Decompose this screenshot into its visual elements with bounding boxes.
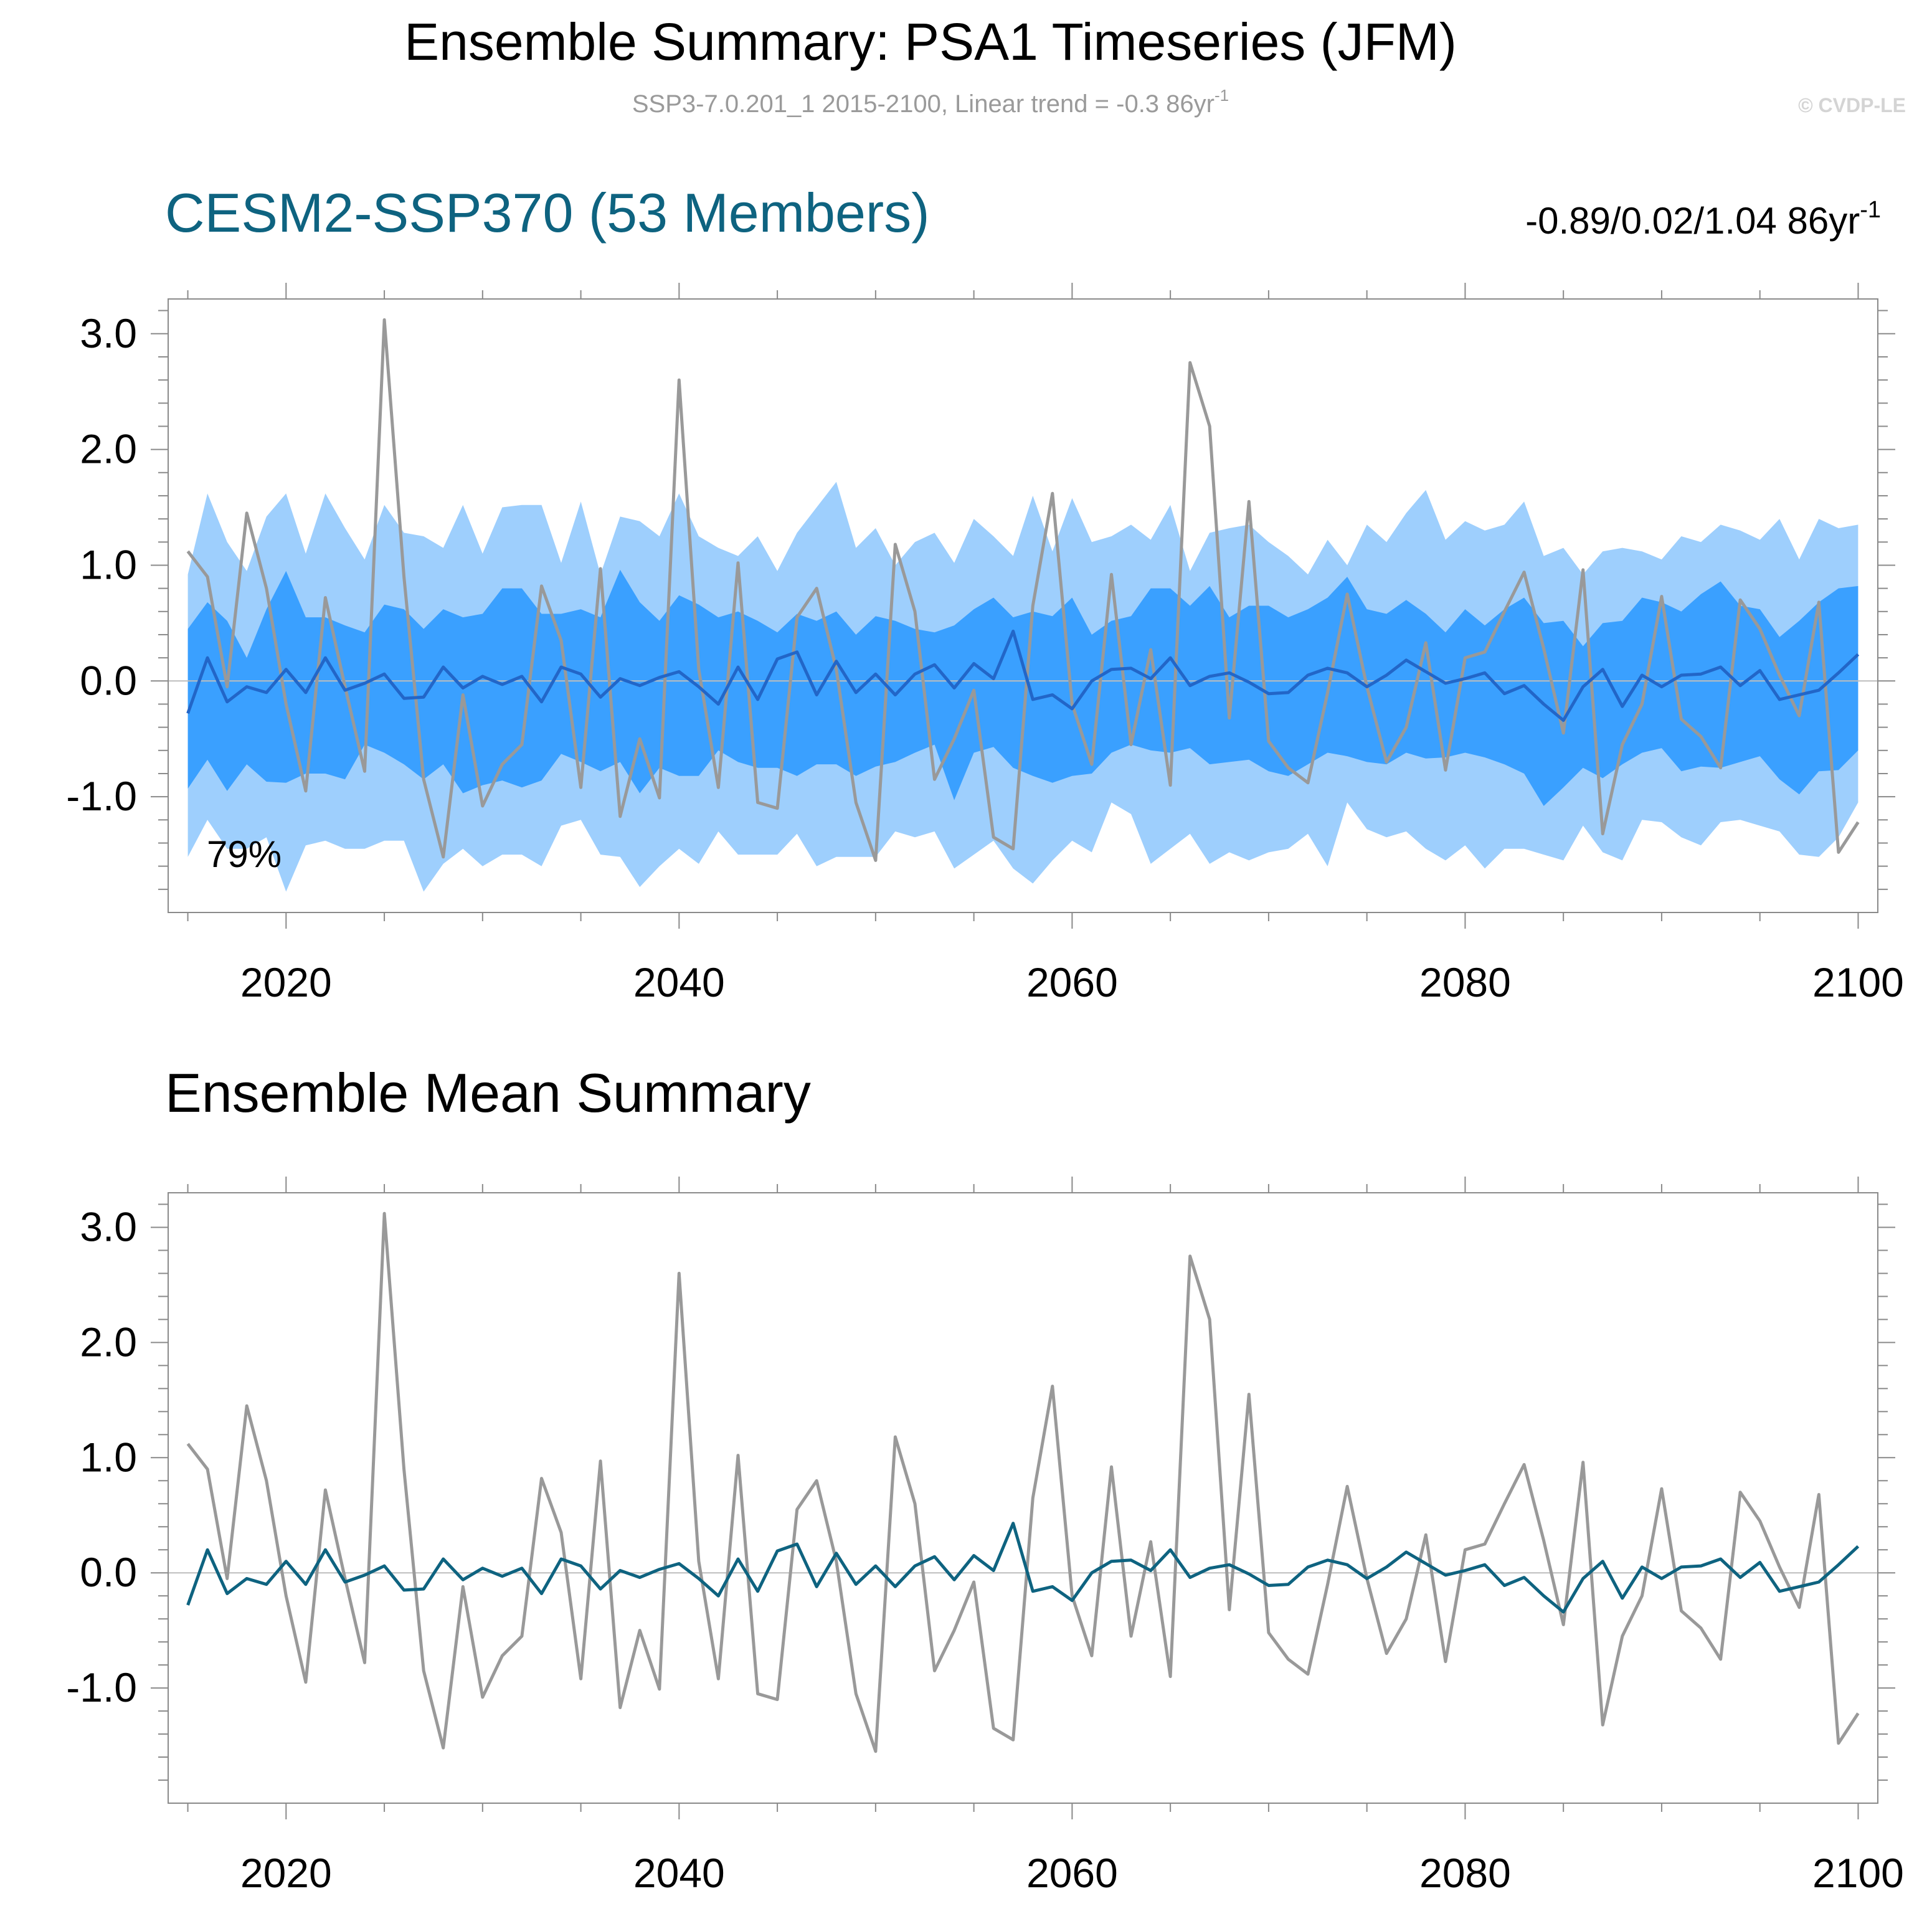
x-tick-label: 2080	[1419, 959, 1511, 1005]
top-panel-title: CESM2-SSP370 (53 Members)	[165, 182, 930, 244]
subtitle-text: SSP3-7.0.201_1 2015-2100, Linear trend =…	[632, 90, 1215, 118]
x-tick-label: 2060	[1026, 959, 1118, 1005]
ensemble-mean-line	[186, 629, 1860, 722]
top-panel: 2020 2040 2060 2080 2100 -1.0 0.0 1.0 2.0 3.0 79%	[66, 283, 1904, 1005]
bottom-panel: 2020 2040 2060 2080 2100 -1.0 0.0 1.0 2.0 3.0	[66, 1177, 1904, 1896]
bottom-plot-frame	[168, 1192, 1878, 1804]
top-plot-frame	[168, 298, 1878, 913]
stats-text: -0.89/0.02/1.04 86yr	[1525, 200, 1860, 242]
ensemble-spread-bands	[187, 481, 1859, 892]
stats-exponent: -1	[1860, 197, 1881, 223]
x-tick-label: 2060	[1026, 1850, 1118, 1896]
y-tick-label: 3.0	[80, 310, 137, 356]
percent-label: 79%	[207, 833, 282, 875]
y-tick-label: 1.0	[80, 1434, 137, 1480]
y-tick-label: 2.0	[80, 1319, 137, 1365]
y-tick-label: -1.0	[66, 1664, 137, 1710]
y-tick-label: 1.0	[80, 541, 137, 587]
figure-title: Ensemble Summary: PSA1 Timeseries (JFM)	[404, 12, 1457, 71]
x-tick-label: 2100	[1812, 959, 1904, 1005]
observations-line	[186, 1211, 1860, 1753]
ensemble-mean-line	[186, 1522, 1860, 1614]
bottom-series-lines	[186, 1211, 1860, 1753]
y-tick-label: 0.0	[80, 657, 137, 703]
observations-line	[186, 318, 1860, 862]
x-tick-label: 2040	[633, 1850, 725, 1896]
x-tick-label: 2100	[1812, 1850, 1904, 1896]
y-tick-label: -1.0	[66, 773, 137, 819]
watermark: © CVDP-LE	[1798, 94, 1906, 116]
y-tick-label: 0.0	[80, 1549, 137, 1595]
x-tick-label: 2080	[1419, 1850, 1511, 1896]
top-series-lines	[186, 318, 1860, 862]
y-tick-label: 3.0	[80, 1203, 137, 1249]
x-tick-label: 2040	[633, 959, 725, 1005]
figure-subtitle: SSP3-7.0.201_1 2015-2100, Linear trend =…	[632, 86, 1229, 118]
bottom-axes: 2020 2040 2060 2080 2100 -1.0 0.0 1.0 2.0 3.0	[66, 1177, 1904, 1896]
x-tick-label: 2020	[240, 959, 332, 1005]
top-axes: 2020 2040 2060 2080 2100 -1.0 0.0 1.0 2.0 3.0	[66, 283, 1904, 1005]
subtitle-exponent: -1	[1215, 86, 1229, 105]
x-tick-label: 2020	[240, 1850, 332, 1896]
bottom-panel-title: Ensemble Mean Summary	[165, 1062, 811, 1124]
y-tick-label: 2.0	[80, 426, 137, 472]
top-panel-stats: -0.89/0.02/1.04 86yr-1	[1525, 197, 1881, 242]
